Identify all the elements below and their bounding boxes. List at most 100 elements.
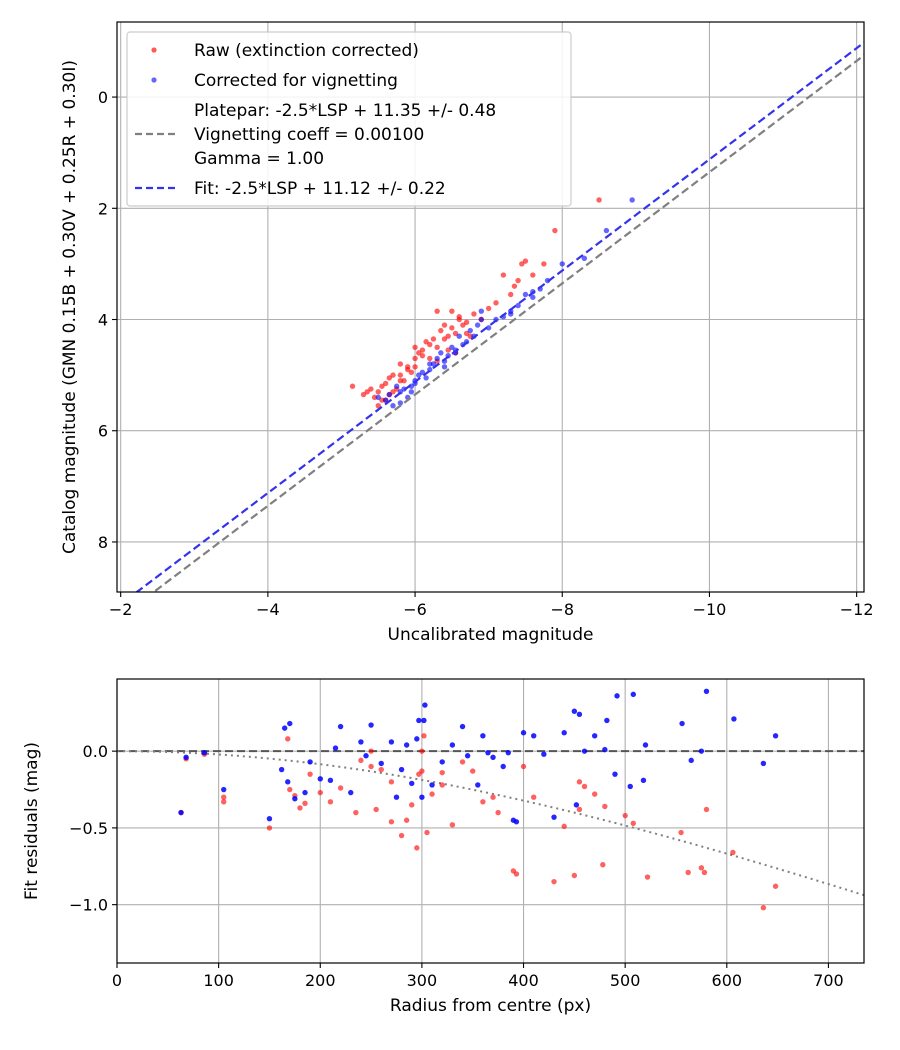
top-raw-point <box>522 258 529 264</box>
bottom-x-tick-label: 700 <box>813 971 844 990</box>
bottom-corrected-point <box>287 720 293 727</box>
bottom-corrected-point <box>703 688 710 694</box>
bottom-corrected-point <box>332 745 339 751</box>
top-raw-point <box>368 386 374 392</box>
bottom-x-tick-label: 400 <box>508 971 539 990</box>
top-raw-point <box>397 377 404 384</box>
bottom-corrected-point <box>760 760 767 767</box>
bottom-raw-point <box>576 779 583 785</box>
bottom-raw-point <box>530 794 537 800</box>
top-raw-point <box>441 336 448 342</box>
top-corrected-point <box>434 355 440 362</box>
bottom-corrected-point <box>403 742 410 748</box>
bottom-raw-point <box>602 803 608 810</box>
bottom-x-tick-label: 600 <box>712 971 743 990</box>
bottom-raw-point <box>368 748 374 754</box>
top-raw-point <box>463 330 470 337</box>
top-raw-point <box>530 272 536 278</box>
bottom-y-tick-label: −0.5 <box>69 819 108 838</box>
top-raw-point <box>416 350 422 356</box>
bottom-corrected-point <box>640 777 647 784</box>
top-raw-point <box>511 283 518 289</box>
bottom-corrected-point <box>505 749 511 756</box>
bottom-raw-point <box>678 829 684 836</box>
bottom-raw-point <box>551 878 557 885</box>
top-corrected-point <box>522 291 529 298</box>
top-raw-point <box>449 325 455 331</box>
bottom-corrected-point <box>285 779 291 785</box>
bottom-corrected-point <box>571 708 578 714</box>
bottom-corrected-point <box>604 717 610 724</box>
bottom-corrected-point <box>398 766 405 773</box>
bottom-corrected-point <box>513 819 520 825</box>
top-raw-point <box>419 347 426 353</box>
bottom-raw-point <box>302 800 308 807</box>
bottom-corrected-point <box>520 730 527 736</box>
bottom-raw-point <box>337 785 344 791</box>
bottom-x-tick-label: 200 <box>305 971 336 990</box>
bottom-plot-frame <box>116 678 865 964</box>
bottom-raw-point <box>459 759 466 765</box>
top-raw-point <box>423 339 429 345</box>
bottom-raw-point <box>419 768 425 774</box>
top-panel: −2 −4 −6 −8 −10 −12 0 2 4 6 8 Uncalibrated magnitu… <box>60 21 874 645</box>
top-corrected-point <box>530 294 536 300</box>
top-corrected-point <box>441 364 448 370</box>
bottom-raw-point <box>644 874 651 880</box>
bottom-corrected-point <box>429 782 435 788</box>
top-raw-point <box>508 291 514 298</box>
top-platepar-line <box>151 54 864 592</box>
bottom-raw-point <box>480 799 486 805</box>
top-raw-point <box>449 308 455 314</box>
top-corrected-point <box>603 227 610 234</box>
bottom-corrected-point <box>302 789 308 796</box>
bottom-corrected-point <box>485 749 491 756</box>
top-corrected-point <box>474 322 481 328</box>
bottom-corrected-point <box>500 763 506 770</box>
top-corrected-point <box>467 327 473 334</box>
top-raw-point <box>375 403 381 409</box>
bottom-corrected-point <box>591 733 598 739</box>
top-raw-point <box>452 330 459 337</box>
bottom-raw-point <box>353 809 359 816</box>
bottom-raw-point <box>685 869 691 876</box>
bottom-corrected-point <box>530 733 537 739</box>
bottom-raw-point <box>421 733 427 739</box>
top-plot-frame <box>116 21 865 593</box>
bottom-x-tick-label: 500 <box>610 971 641 990</box>
bottom-raw-point <box>221 794 227 800</box>
top-y-tick-label: 8 <box>98 533 108 552</box>
bottom-corrected-point <box>292 796 298 802</box>
legend-corrected-label: Corrected for vignetting <box>194 71 398 91</box>
top-corrected-point <box>427 361 433 367</box>
bottom-corrected-point <box>368 722 374 728</box>
top-corrected-point <box>478 308 485 314</box>
bottom-corrected-point <box>393 794 400 800</box>
top-corrected-point <box>456 333 462 339</box>
bottom-raw-point <box>429 791 435 797</box>
top-raw-point <box>375 389 381 395</box>
top-raw-point <box>412 364 418 370</box>
legend-raw-label: Raw (extinction corrected) <box>194 41 419 61</box>
bottom-raw-point <box>439 769 445 776</box>
bottom-x-tick-label: 100 <box>203 971 234 990</box>
top-raw-point <box>427 341 433 348</box>
bottom-corrected-point <box>422 702 428 708</box>
bottom-x-tick-label: 0 <box>112 971 122 990</box>
bottom-raw-point <box>378 766 384 773</box>
top-corrected-point <box>390 403 396 409</box>
bottom-raw-point <box>424 829 430 836</box>
top-x-tick-label: −4 <box>256 600 280 619</box>
bottom-raw-point <box>439 782 445 788</box>
top-raw-point <box>397 361 404 367</box>
bottom-raw-point <box>576 806 583 813</box>
bottom-corrected-point <box>414 736 420 742</box>
bottom-raw-point <box>221 799 227 805</box>
top-fit-line <box>135 41 864 592</box>
top-x-axis-label: Uncalibrated magnitude <box>388 625 594 645</box>
bottom-raw-point <box>388 819 395 825</box>
top-raw-point <box>430 336 437 342</box>
bottom-corrected-point <box>602 746 608 753</box>
top-corrected-point <box>386 391 393 398</box>
